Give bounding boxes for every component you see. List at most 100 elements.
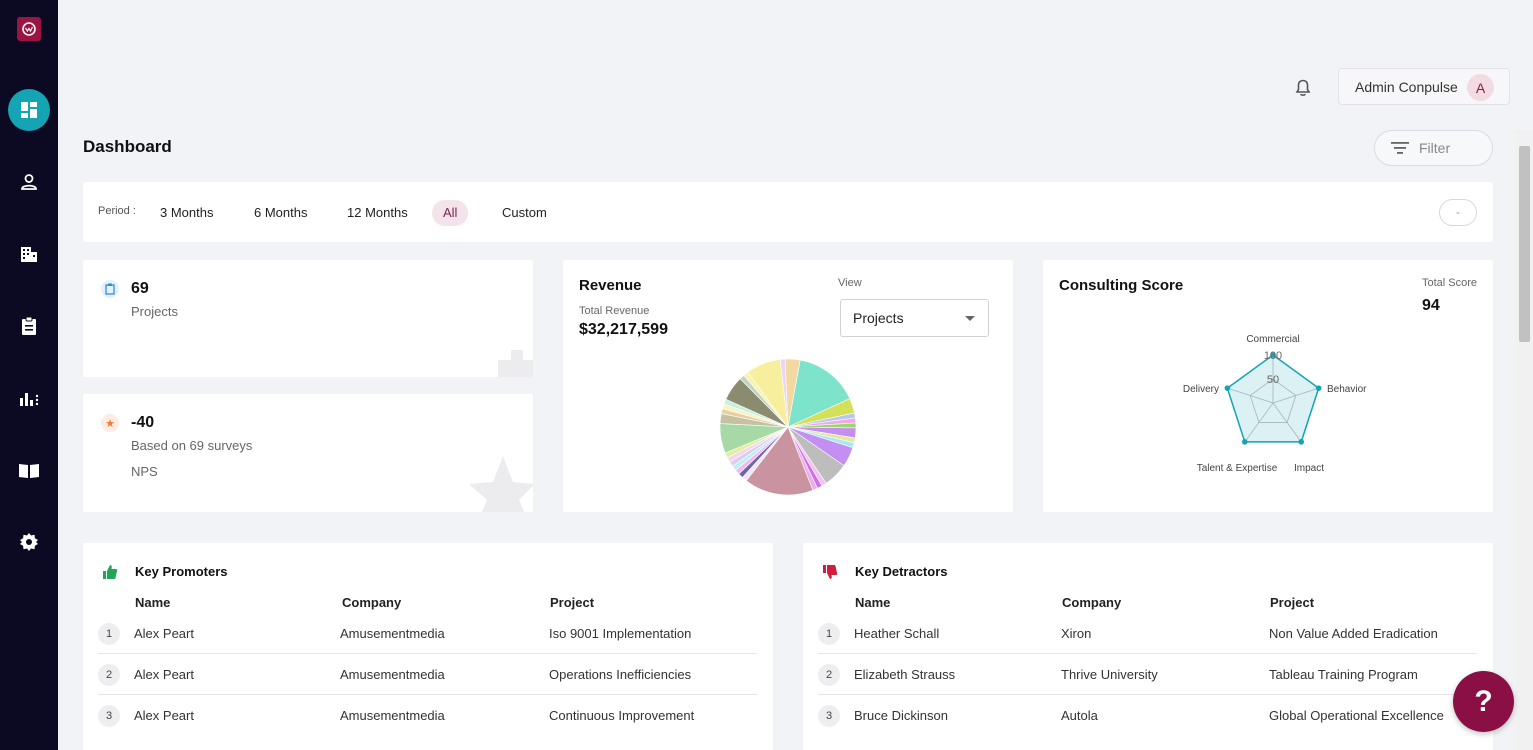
star-icon: ★: [101, 414, 119, 432]
period-option-12-months[interactable]: 12 Months: [347, 205, 408, 220]
page-title: Dashboard: [83, 137, 172, 156]
column-header-company: Company: [1062, 595, 1122, 610]
row-name: Alex Peart: [134, 626, 194, 641]
radar-tick-label: 100: [1264, 350, 1282, 362]
consulting-score-card: Consulting Score Total Score 94 Commerci…: [1043, 260, 1493, 512]
user-menu[interactable]: Admin Conpulse A: [1338, 68, 1510, 105]
key-detractors-card: Key Detractors Name Company Project 1 He…: [803, 543, 1493, 750]
column-header-project: Project: [550, 595, 595, 610]
row-project: Continuous Improvement: [549, 708, 695, 723]
filter-icon: [1391, 142, 1409, 154]
view-select-value: Projects: [853, 310, 904, 326]
period-option-custom[interactable]: Custom: [502, 205, 547, 220]
period-bar: Period : 3 Months 6 Months 12 Months All…: [83, 182, 1493, 242]
projects-card[interactable]: 69 Projects: [83, 260, 533, 377]
bar-chart-icon: [20, 393, 39, 406]
key-promoters-card: Key Promoters Name Company Project 1 Ale…: [83, 543, 773, 750]
view-select[interactable]: Projects: [840, 299, 989, 337]
radar-category-label: Behavior: [1327, 384, 1367, 395]
total-score-label: Total Score: [1422, 277, 1478, 289]
key-detractors-title: Key Detractors: [855, 564, 948, 579]
scrollbar-thumb[interactable]: [1519, 146, 1530, 342]
column-header-company: Company: [342, 595, 402, 610]
table-row[interactable]: 3 Alex Peart Amusementmedia Continuous I…: [98, 695, 757, 736]
pie-slice[interactable]: [745, 426, 814, 496]
clipboard-icon: [22, 316, 36, 335]
row-name: Alex Peart: [134, 708, 194, 723]
table-row[interactable]: 2 Alex Peart Amusementmedia Operations I…: [98, 654, 757, 695]
avatar: A: [1467, 74, 1494, 101]
row-company: Xiron: [1061, 626, 1092, 641]
row-project: Iso 9001 Implementation: [549, 626, 692, 641]
clipboard-icon: [101, 280, 119, 298]
sidebar-item-users[interactable]: [8, 161, 50, 203]
table-row[interactable]: 2 Elizabeth Strauss Thrive University Ta…: [818, 654, 1477, 695]
table-row[interactable]: 1 Alex Peart Amusementmedia Iso 9001 Imp…: [98, 613, 757, 654]
consulting-title: Consulting Score: [1059, 277, 1184, 294]
radar-axis-line: [1272, 402, 1302, 443]
radar-point[interactable]: [1270, 352, 1276, 358]
notification-bell-icon[interactable]: [1292, 76, 1314, 98]
star-watermark-icon: [469, 456, 533, 512]
pie-slice[interactable]: [784, 358, 801, 428]
period-option-all[interactable]: All: [432, 200, 469, 226]
radar-category-label: Commercial: [1246, 334, 1299, 345]
nps-label: NPS: [131, 464, 158, 479]
date-range-field[interactable]: -: [1439, 199, 1477, 226]
table-row[interactable]: 1 Heather Schall Xiron Non Value Added E…: [818, 613, 1477, 654]
row-company: Thrive University: [1061, 667, 1158, 682]
pie-slice[interactable]: [787, 359, 851, 428]
revenue-pie-chart: [719, 358, 857, 496]
table-row[interactable]: 3 Bruce Dickinson Autola Global Operatio…: [818, 695, 1477, 736]
row-company: Amusementmedia: [340, 708, 445, 723]
sidebar-item-projects[interactable]: [8, 305, 50, 347]
row-name: Elizabeth Strauss: [854, 667, 956, 682]
page-scrollbar[interactable]: [1516, 130, 1533, 750]
projects-label: Projects: [131, 304, 178, 319]
view-label: View: [838, 277, 862, 289]
row-index: 2: [818, 664, 840, 686]
help-button[interactable]: ?: [1453, 671, 1514, 732]
consulting-radar-chart: Commercial Behavior Impact Talent & Experti…: [1183, 334, 1367, 474]
period-option-6-months[interactable]: 6 Months: [254, 205, 308, 220]
radar-category-label: Impact: [1294, 463, 1324, 474]
radar-point[interactable]: [1224, 385, 1231, 391]
sidebar-item-library[interactable]: [8, 449, 50, 491]
sidebar-item-settings[interactable]: [8, 521, 50, 563]
radar-point[interactable]: [1315, 385, 1322, 391]
row-index: 3: [98, 705, 120, 727]
app-logo[interactable]: [17, 17, 41, 41]
user-icon: [21, 174, 37, 190]
row-company: Autola: [1061, 708, 1098, 723]
radar-point[interactable]: [1298, 439, 1305, 445]
thumbs-up-icon: [103, 565, 118, 579]
period-option-3-months[interactable]: 3 Months: [160, 205, 214, 220]
sidebar-item-companies[interactable]: [8, 233, 50, 275]
sidebar: [0, 0, 58, 750]
radar-axis-line: [1272, 387, 1319, 404]
gear-icon: [20, 533, 38, 551]
key-promoters-title: Key Promoters: [135, 564, 228, 579]
sidebar-item-dashboard[interactable]: [8, 89, 50, 131]
radar-axis-line: [1227, 387, 1274, 404]
nps-subtitle: Based on 69 surveys: [131, 438, 253, 453]
dashboard-icon: [21, 102, 37, 118]
total-revenue-value: $32,217,599: [579, 321, 668, 338]
row-project: Non Value Added Eradication: [1269, 626, 1438, 641]
revenue-title: Revenue: [579, 277, 642, 294]
projects-count: 69: [131, 280, 149, 297]
row-company: Amusementmedia: [340, 626, 445, 641]
filter-button[interactable]: Filter: [1374, 130, 1493, 166]
radar-point[interactable]: [1241, 439, 1248, 445]
row-index: 2: [98, 664, 120, 686]
row-name: Heather Schall: [854, 626, 940, 641]
nps-card[interactable]: ★ -40 Based on 69 surveys NPS: [83, 394, 533, 512]
sidebar-item-reports[interactable]: [8, 377, 50, 419]
row-name: Bruce Dickinson: [854, 708, 948, 723]
revenue-card: Revenue Total Revenue $32,217,599 View P…: [563, 260, 1013, 512]
row-project: Operations Inefficiencies: [549, 667, 692, 682]
nps-value: -40: [131, 414, 155, 431]
column-header-name: Name: [855, 595, 891, 610]
radar-grid-ring: [1249, 378, 1297, 423]
radar-axis-line: [1244, 402, 1274, 443]
